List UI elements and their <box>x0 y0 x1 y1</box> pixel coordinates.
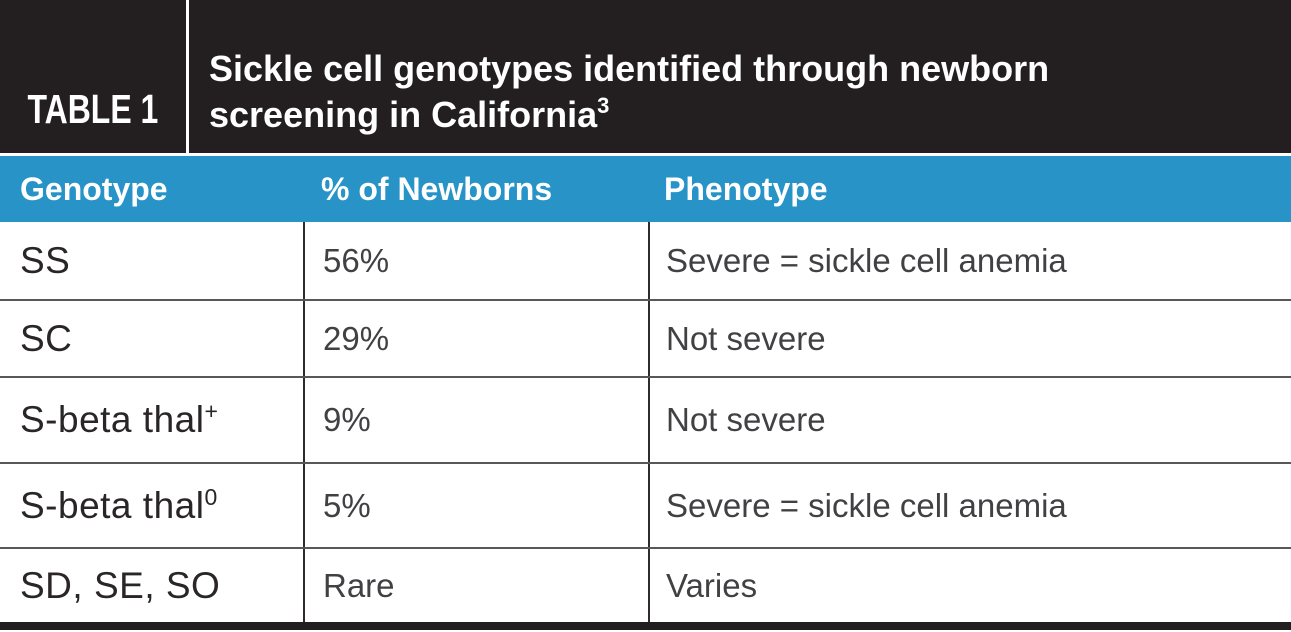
table-row: SC 29% Not severe <box>0 301 1291 378</box>
table-title-cell: Sickle cell genotypes identified through… <box>189 0 1291 153</box>
percent-cell: 29% <box>303 301 648 376</box>
phenotype-cell: Varies <box>648 549 1291 622</box>
column-header-genotype: Genotype <box>20 170 168 207</box>
table-header-band: TABLE 1 Sickle cell genotypes identified… <box>0 0 1291 153</box>
column-header-row: Genotype % of Newborns Phenotype <box>0 156 1291 222</box>
percent-cell: Rare <box>303 549 648 622</box>
title-reference-superscript: 3 <box>597 93 610 118</box>
column-header-phenotype: Phenotype <box>664 170 828 207</box>
bottom-rule <box>0 622 1291 630</box>
genotype-cell: SD, SE, SO <box>20 564 221 606</box>
genotype-cell: S-beta thal+ <box>20 398 219 440</box>
percent-cell: 5% <box>303 464 648 547</box>
phenotype-cell: Severe = sickle cell anemia <box>648 222 1291 299</box>
table-row: S-beta thal0 5% Severe = sickle cell ane… <box>0 464 1291 549</box>
table-label: TABLE 1 <box>27 86 159 132</box>
table-row: S-beta thal+ 9% Not severe <box>0 378 1291 464</box>
phenotype-cell: Not severe <box>648 378 1291 462</box>
percent-cell: 9% <box>303 378 648 462</box>
genotype-superscript: 0 <box>204 483 218 510</box>
genotype-cell: SC <box>20 317 73 359</box>
percent-cell: 56% <box>303 222 648 299</box>
genotype-superscript: + <box>204 398 219 424</box>
table-title-line1: Sickle cell genotypes identified through… <box>209 48 1050 89</box>
header-vertical-divider <box>186 0 189 153</box>
table-body: SS 56% Severe = sickle cell anemia SC 29… <box>0 222 1291 622</box>
table-row: SD, SE, SO Rare Varies <box>0 549 1291 622</box>
table-label-cell: TABLE 1 <box>0 0 186 153</box>
phenotype-cell: Severe = sickle cell anemia <box>648 464 1291 547</box>
table-row: SS 56% Severe = sickle cell anemia <box>0 222 1291 301</box>
phenotype-cell: Not severe <box>648 301 1291 376</box>
column-header-percent: % of Newborns <box>321 170 553 207</box>
genotype-cell: S-beta thal0 <box>20 483 218 526</box>
band-separator <box>0 153 1291 156</box>
genotype-cell: SS <box>20 239 71 281</box>
table-title: Sickle cell genotypes identified through… <box>209 46 1049 138</box>
table-title-line2: screening in California <box>209 94 598 135</box>
